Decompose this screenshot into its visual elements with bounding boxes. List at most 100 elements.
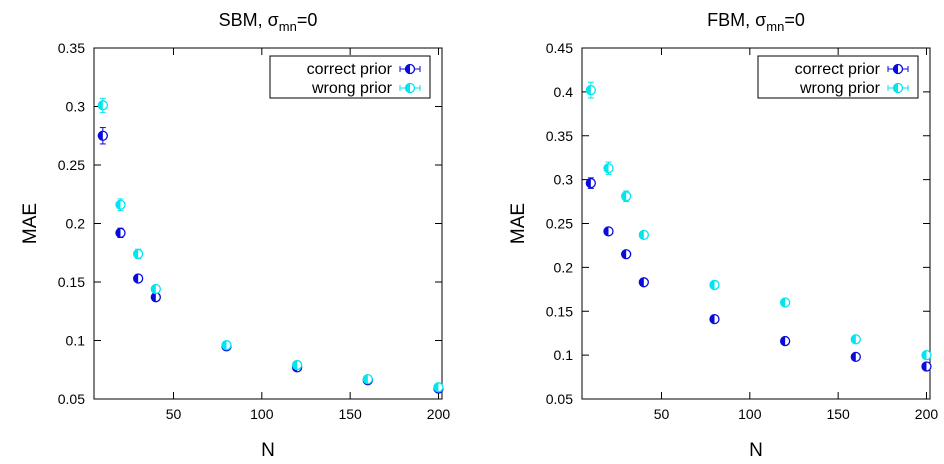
y-tick-label: 0.2 (66, 216, 86, 232)
legend: correct prior wrong prior (269, 55, 431, 99)
marker-half-fill (603, 226, 609, 236)
data-point (97, 97, 108, 113)
marker-half-fill (133, 273, 139, 283)
y-tick-label: 0.35 (58, 40, 85, 56)
x-tick-label: 50 (166, 406, 182, 422)
marker-half-fill (603, 163, 609, 173)
marker-half-fill (221, 340, 227, 350)
data-point (603, 161, 614, 175)
y-tick-label: 0.05 (546, 391, 573, 407)
data-point (603, 226, 614, 237)
marker-half-fill (851, 352, 856, 362)
legend-half-fill (893, 83, 898, 93)
marker-half-fill (292, 360, 298, 370)
chart-panel-1: 0.05 0.1 0.15 0.2 0.25 0.3 0.35 50 100 150 200 SBM,… (20, 10, 450, 461)
data-point (433, 382, 444, 393)
series-correct-prior (97, 127, 444, 394)
x-axis-label: N (261, 440, 275, 461)
y-axis-label: MAE (508, 203, 529, 244)
data-point (115, 227, 126, 239)
marker-half-fill (639, 277, 644, 287)
chart-title: FBM, σmn=0 (707, 10, 805, 34)
data-point (133, 273, 144, 284)
series-wrong-prior (585, 81, 932, 361)
x-tick-label: 100 (738, 406, 762, 422)
y-tick-label: 0.1 (554, 347, 574, 363)
data-point (779, 335, 791, 347)
data-point (779, 297, 791, 308)
y-tick-label: 0.05 (58, 391, 85, 407)
y-tick-label: 0.25 (546, 216, 573, 232)
x-axis-label: N (749, 440, 763, 461)
marker-half-fill (709, 314, 715, 324)
y-tick-label: 0.15 (58, 274, 85, 290)
legend-box (269, 55, 431, 99)
data-point (115, 198, 126, 212)
marker-half-fill (133, 249, 139, 259)
data-point (362, 373, 373, 385)
data-point (585, 177, 596, 189)
x-tick-label: 50 (654, 406, 670, 422)
marker-half-fill (98, 131, 103, 141)
x-tick-label: 100 (250, 406, 274, 422)
marker-half-fill (780, 297, 786, 307)
marker-half-fill (621, 249, 627, 259)
legend-label: wrong prior (799, 80, 881, 97)
data-point (150, 283, 161, 295)
x-tick-label: 200 (915, 406, 939, 422)
series-wrong-prior (97, 97, 444, 393)
marker-half-fill (363, 374, 368, 384)
data-point (638, 229, 649, 241)
y-tick-label: 0.3 (554, 172, 574, 188)
data-point (638, 277, 649, 288)
data-point (850, 334, 861, 345)
marker-half-fill (433, 382, 439, 392)
marker-half-fill (639, 230, 644, 240)
data-point (291, 359, 303, 371)
data-point (97, 127, 108, 145)
y-tick-label: 0.2 (554, 259, 574, 275)
marker-half-fill (709, 280, 715, 290)
data-point (921, 361, 932, 372)
legend-marker (399, 82, 421, 94)
data-point (621, 190, 632, 203)
legend-box (757, 55, 919, 99)
series-correct-prior (585, 177, 932, 372)
marker-half-fill (921, 362, 927, 372)
marker-half-fill (151, 292, 156, 302)
marker-half-fill (115, 200, 121, 210)
chart-title: SBM, σmn=0 (219, 10, 318, 34)
data-point (709, 313, 720, 325)
y-tick-label: 0.35 (546, 128, 573, 144)
legend-label: wrong prior (311, 80, 393, 97)
legend-marker (399, 63, 421, 75)
y-tick-label: 0.45 (546, 40, 573, 56)
marker-half-fill (621, 191, 627, 201)
plot-frame (581, 47, 931, 400)
marker-half-fill (98, 100, 103, 110)
legend: correct prior wrong prior (757, 55, 919, 99)
data-point (133, 248, 144, 260)
marker-half-fill (921, 350, 927, 360)
y-tick-label: 0.25 (58, 157, 85, 173)
legend-half-fill (405, 64, 410, 74)
legend-label: correct prior (307, 61, 393, 78)
marker-half-fill (780, 336, 786, 346)
legend-marker (887, 82, 909, 94)
x-tick-label: 150 (338, 406, 362, 422)
marker-half-fill (586, 85, 591, 95)
marker-half-fill (115, 228, 121, 238)
data-point (921, 349, 932, 361)
x-tick-label: 200 (427, 406, 451, 422)
y-tick-label: 0.3 (66, 99, 86, 115)
legend-marker (887, 63, 909, 75)
marker-half-fill (151, 284, 156, 294)
chart-panel-2: 0.05 0.1 0.15 0.2 0.25 0.3 0.35 0.4 0.45 50 100 150… (508, 10, 938, 461)
data-point (709, 279, 720, 291)
plot-frame (93, 47, 443, 400)
data-point (221, 340, 232, 351)
y-axis-label: MAE (20, 203, 41, 244)
marker-half-fill (586, 178, 591, 188)
y-tick-label: 0.1 (66, 333, 86, 349)
